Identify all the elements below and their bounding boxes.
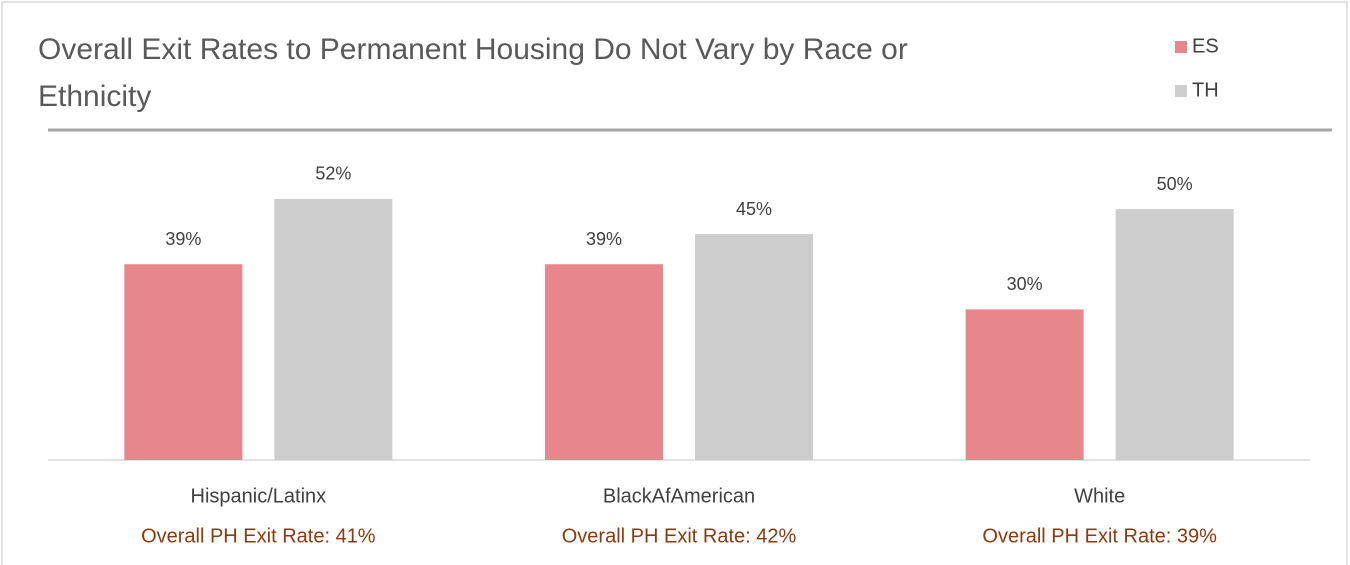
value-label: 52% xyxy=(315,164,351,184)
bar xyxy=(1115,209,1234,460)
bar xyxy=(695,234,813,460)
legend-label: ES xyxy=(1192,35,1219,57)
legend-label: TH xyxy=(1192,79,1219,101)
value-label: 39% xyxy=(165,229,201,249)
legend-swatch xyxy=(1175,41,1187,53)
value-label: 30% xyxy=(1007,274,1043,294)
annotation: Overall PH Exit Rate: 41% xyxy=(141,525,376,547)
value-label: 39% xyxy=(586,229,622,249)
bar xyxy=(124,264,243,460)
chart-title: Overall Exit Rates to Permanent Housing … xyxy=(38,33,908,113)
value-label: 45% xyxy=(736,199,772,219)
bar xyxy=(274,198,393,460)
legend-swatch xyxy=(1175,85,1187,97)
x-tick-label: White xyxy=(1074,485,1125,507)
x-tick-label: Hispanic/Latinx xyxy=(191,485,327,507)
annotation: Overall PH Exit Rate: 39% xyxy=(982,525,1217,547)
bar xyxy=(965,309,1084,460)
value-label: 50% xyxy=(1157,174,1193,194)
annotation: Overall PH Exit Rate: 42% xyxy=(562,525,797,547)
x-tick-label: BlackAfAmerican xyxy=(603,485,755,507)
bar xyxy=(545,264,663,460)
